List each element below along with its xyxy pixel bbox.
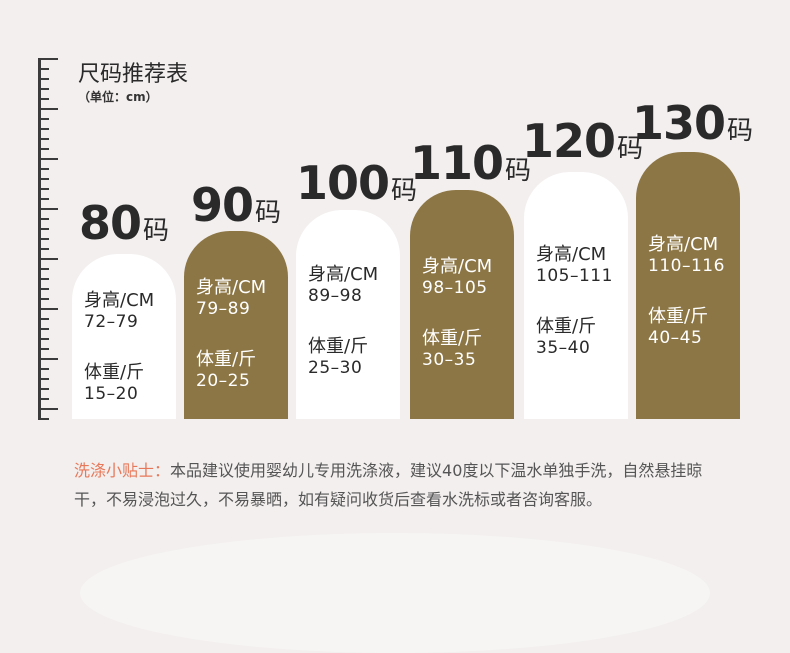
weight-label: 体重/斤 — [308, 336, 369, 357]
washing-tips-heading: 洗涤小贴士： — [74, 461, 171, 480]
ruler-tick — [38, 148, 49, 150]
height-label: 身高/CM — [422, 256, 493, 277]
ruler-tick — [38, 288, 49, 290]
ruler-tick — [38, 178, 49, 180]
height-label: 身高/CM — [308, 264, 379, 285]
size-column-100: 身高/CM 89–98 体重/斤 25–30 — [296, 210, 400, 419]
weight-label: 体重/斤 — [422, 328, 483, 349]
size-label-90: 90码 — [190, 178, 282, 232]
height-value: 105–111 — [536, 266, 613, 286]
size-label-120: 120码 — [522, 114, 644, 168]
size-column-80: 身高/CM 72–79 体重/斤 15–20 — [72, 254, 176, 419]
ruler-tick — [38, 358, 58, 360]
weight-label: 体重/斤 — [196, 349, 257, 370]
ruler-tick — [38, 58, 58, 60]
weight-value: 20–25 — [196, 371, 251, 391]
weight-value: 35–40 — [536, 338, 591, 358]
ruler-tick — [38, 368, 49, 370]
ruler-icon — [38, 58, 62, 420]
height-value: 110–116 — [648, 256, 725, 276]
ruler-tick — [38, 328, 49, 330]
ruler-tick — [38, 408, 58, 410]
size-column-110: 身高/CM 98–105 体重/斤 30–35 — [410, 190, 514, 419]
ruler-tick — [38, 108, 58, 110]
height-label: 身高/CM — [84, 290, 155, 311]
ruler-tick — [38, 248, 49, 250]
ruler-tick — [38, 218, 49, 220]
weight-value: 30–35 — [422, 350, 477, 370]
size-column-120: 身高/CM 105–111 体重/斤 35–40 — [524, 172, 628, 419]
weight-value: 15–20 — [84, 384, 139, 404]
background-glow — [80, 533, 710, 653]
ruler-tick — [38, 398, 49, 400]
ruler-tick — [38, 98, 49, 100]
size-label-130: 130码 — [632, 96, 754, 150]
ruler-tick — [38, 118, 49, 120]
size-label-110: 110码 — [410, 136, 532, 190]
height-value: 89–98 — [308, 286, 363, 306]
ruler-tick — [38, 158, 58, 160]
ruler-tick — [38, 318, 49, 320]
ruler-tick — [38, 188, 49, 190]
ruler-tick — [38, 138, 49, 140]
ruler-tick — [38, 78, 49, 80]
ruler-tick — [38, 68, 49, 70]
ruler-tick — [38, 298, 49, 300]
ruler-tick — [38, 338, 49, 340]
ruler-tick — [38, 128, 49, 130]
height-value: 72–79 — [84, 312, 139, 332]
size-column-90: 身高/CM 79–89 体重/斤 20–25 — [184, 231, 288, 419]
washing-tips-body: 本品建议使用婴幼儿专用洗涤液，建议40度以下温水单独手洗，自然悬挂晾干，不易浸泡… — [74, 461, 703, 509]
size-column-130: 身高/CM 110–116 体重/斤 40–45 — [636, 152, 740, 419]
ruler-tick — [38, 418, 49, 420]
weight-value: 40–45 — [648, 328, 703, 348]
unit-note: （单位：cm） — [78, 90, 158, 104]
height-label: 身高/CM — [536, 244, 607, 265]
ruler-tick — [38, 348, 49, 350]
ruler-tick — [38, 258, 58, 260]
weight-value: 25–30 — [308, 358, 363, 378]
ruler-tick — [38, 228, 49, 230]
height-value: 79–89 — [196, 299, 251, 319]
ruler-tick — [38, 88, 49, 90]
ruler-tick — [38, 238, 49, 240]
height-label: 身高/CM — [648, 234, 719, 255]
height-value: 98–105 — [422, 278, 488, 298]
ruler-tick — [38, 378, 49, 380]
ruler-tick — [38, 308, 58, 310]
ruler-tick — [38, 278, 49, 280]
size-label-100: 100码 — [296, 156, 418, 210]
weight-label: 体重/斤 — [536, 316, 597, 337]
weight-label: 体重/斤 — [648, 306, 709, 327]
page-title: 尺码推荐表 — [78, 62, 189, 87]
ruler-tick — [38, 198, 49, 200]
ruler-tick — [38, 388, 49, 390]
washing-tips: 洗涤小贴士：本品建议使用婴幼儿专用洗涤液，建议40度以下温水单独手洗，自然悬挂晾… — [74, 456, 734, 514]
ruler-tick — [38, 168, 49, 170]
size-label-80: 80码 — [78, 196, 170, 250]
weight-label: 体重/斤 — [84, 362, 145, 383]
ruler-tick — [38, 208, 58, 210]
ruler-tick — [38, 268, 49, 270]
height-label: 身高/CM — [196, 277, 267, 298]
